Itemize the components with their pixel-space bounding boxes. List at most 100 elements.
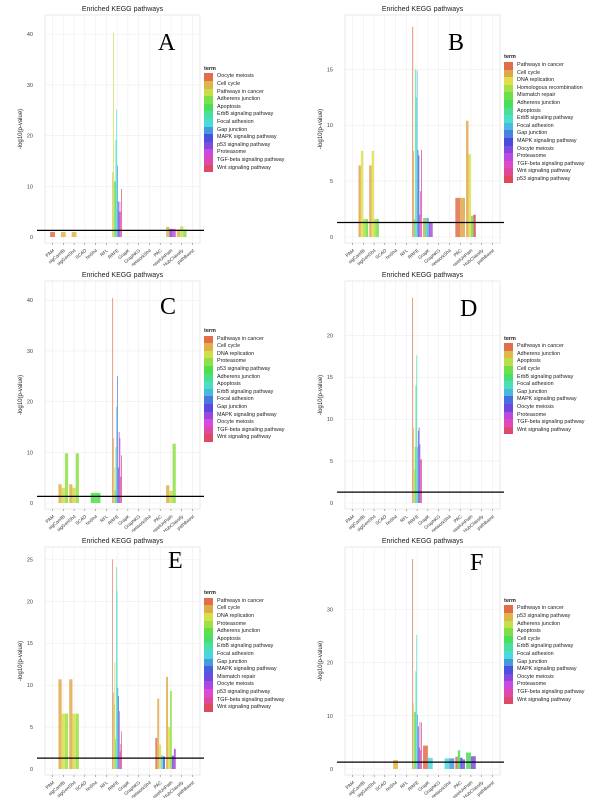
legend-item: Apoptosis <box>204 635 284 644</box>
bar-wnt-signaling-pathway <box>421 149 422 237</box>
y-axis-label: -log10(p-value) <box>18 109 24 149</box>
legend-label: p53 signaling pathway <box>517 612 571 619</box>
legend-title: term <box>504 597 516 604</box>
bar-proteasome <box>419 214 421 237</box>
bar-homologous-recombination <box>374 219 377 237</box>
legend-item: Proteasome <box>504 153 584 161</box>
legend-item: DNA replication <box>504 77 584 85</box>
bar-pathways-in-cancer <box>113 32 114 238</box>
legend-label: Gap junction <box>517 658 548 665</box>
legend-item: MAPK signaling pathway <box>204 134 284 142</box>
legend-item: Oocyte meiosis <box>504 673 584 682</box>
bar-p53-signaling-pathway <box>118 211 120 237</box>
bar-proteasome <box>64 713 69 769</box>
legend-swatch <box>504 350 513 359</box>
bar-cell-cycle <box>457 750 461 769</box>
bar-mismatch-repair <box>376 219 379 237</box>
bar-dna-replication <box>159 744 162 769</box>
bar-oocyte-meiosis <box>428 222 431 237</box>
legend-item: Wnt signaling pathway <box>204 434 284 442</box>
bar-p53-signaling-pathway <box>119 751 121 769</box>
legend-label: Adherens junction <box>217 96 261 103</box>
legend-swatch <box>204 620 213 629</box>
bar-tgf-beta-signaling-pathway <box>420 750 422 769</box>
legend-swatch <box>204 673 213 682</box>
legend-label: MAPK signaling pathway <box>517 666 577 673</box>
legend-label: Proteasome <box>217 620 247 627</box>
legend-swatch <box>204 343 213 351</box>
legend-item: Pathways in cancer <box>504 343 584 351</box>
legend-swatch <box>204 605 213 613</box>
legend-item: Mismatch repair <box>504 92 584 100</box>
bar-dna-replication <box>371 150 375 237</box>
bar-focal-adhesion <box>117 376 118 503</box>
legend-label: Adherens junction <box>517 350 561 357</box>
legend-label: Adherens junction <box>217 373 261 380</box>
bar-adherens-junction <box>413 427 414 503</box>
legend-item: Cell cycle <box>204 605 284 613</box>
legend-swatch <box>504 643 513 651</box>
legend-label: Pathways in cancer <box>217 335 264 342</box>
legend-item: Adherens junction <box>204 96 284 104</box>
bar-cell-cycle <box>60 231 66 237</box>
legend-swatch <box>204 358 213 366</box>
bar-pathways-in-cancer <box>455 756 458 769</box>
legend-label: ErbB signaling pathway <box>217 111 274 118</box>
legend-label: TGF-beta signaling pathway <box>517 419 585 426</box>
legend-item: Adherens junction <box>504 99 584 108</box>
legend-item: MAPK signaling pathway <box>204 411 284 420</box>
bar-erbb-signaling-pathway <box>415 385 417 503</box>
legend-item: Proteasome <box>204 620 284 629</box>
legend-item: p53 signaling pathway <box>504 175 584 184</box>
x-tick-label: hnSh4 <box>385 248 399 261</box>
legend-swatch <box>204 688 213 697</box>
legend-swatch <box>204 126 213 135</box>
panel-letter: E <box>168 548 183 574</box>
y-tick-label: 15 <box>327 67 333 73</box>
legend-swatch <box>504 388 513 397</box>
x-tick-label: RFL <box>99 514 109 524</box>
legend-label: Wnt signaling pathway <box>217 434 271 441</box>
legend-item: MAPK signaling pathway <box>504 137 584 146</box>
bar-pathways-in-cancer <box>412 26 414 238</box>
legend-label: TGF-beta signaling pathway <box>217 426 285 433</box>
legend-swatch <box>204 643 213 651</box>
plot-area <box>344 14 501 244</box>
legend-swatch <box>504 61 513 70</box>
bar-pathways-in-cancer <box>180 226 184 237</box>
legend-label: Oocyte meiosis <box>217 419 254 426</box>
bar-cell-cycle <box>414 446 416 503</box>
legend-label: DNA replication <box>217 612 255 619</box>
bar-mismatch-repair <box>470 215 474 237</box>
legend-swatch <box>504 84 513 93</box>
bar-gap-junction <box>449 758 455 769</box>
bar-erbb-signaling-pathway <box>116 566 117 769</box>
legend-item: Proteasome <box>204 358 284 366</box>
legend-swatch <box>204 73 213 81</box>
legend-label: ErbB signaling pathway <box>517 643 574 650</box>
legend-label: MAPK signaling pathway <box>217 411 277 418</box>
legend-item: Gap junction <box>504 658 584 667</box>
bar-cell-cycle <box>166 485 170 503</box>
legend-label: Focal adhesion <box>217 118 254 125</box>
legend-title: term <box>504 335 516 342</box>
bar-cell-cycle <box>358 165 361 237</box>
bar-tgf-beta-signaling-pathway <box>420 191 422 237</box>
y-tick-label: 10 <box>27 184 33 190</box>
legend-swatch <box>504 99 513 108</box>
legend-label: Wnt signaling pathway <box>517 426 571 433</box>
legend-label: TGF-beta signaling pathway <box>217 156 285 163</box>
legend-swatch <box>504 168 513 176</box>
legend-swatch <box>504 358 513 366</box>
legend-label: Pathways in cancer <box>517 61 564 68</box>
bar-cell-cycle <box>460 197 466 237</box>
bar-adherens-junction <box>113 181 115 237</box>
y-tick-label: 5 <box>330 459 333 465</box>
y-tick-label: 30 <box>327 607 333 613</box>
bar-focal-adhesion <box>116 109 118 237</box>
legend-swatch <box>504 107 513 116</box>
legend-label: Gap junction <box>517 130 548 137</box>
legend-label: MAPK signaling pathway <box>517 396 577 403</box>
legend-item: ErbB signaling pathway <box>504 373 584 382</box>
